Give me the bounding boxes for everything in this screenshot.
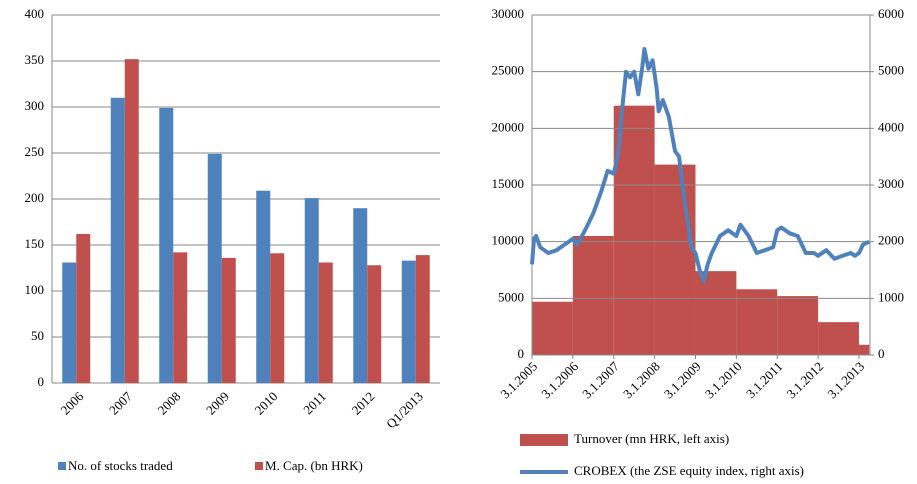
bar [304, 198, 319, 383]
y-tick-label: 15000 [492, 176, 525, 191]
legend-label: CROBEX (the ZSE equity index, right axis… [574, 463, 804, 478]
y-tick-label: 5000 [498, 289, 524, 304]
x-tick-label: 3.1.2012 [784, 359, 827, 402]
turnover-bar [654, 164, 696, 355]
y2-tick-label: 2000 [878, 233, 904, 248]
y2-tick-label: 6000 [878, 6, 904, 21]
legend-swatch [520, 434, 568, 446]
bar [159, 107, 174, 384]
x-tick-label: 3.1.2013 [824, 359, 867, 402]
x-tick-label: Q1/2013 [383, 389, 426, 432]
bar [221, 257, 236, 383]
y-tick-label: 30000 [492, 6, 525, 21]
x-tick-label: 2010 [251, 389, 280, 418]
x-tick-label: 3.1.2011 [743, 359, 785, 401]
y2-tick-label: 4000 [878, 119, 904, 134]
bar [270, 253, 285, 383]
y2-tick-label: 3000 [878, 176, 904, 191]
y-tick-label: 50 [31, 328, 44, 343]
y-tick-label: 25000 [492, 63, 525, 78]
x-tick-label: 2011 [300, 389, 329, 418]
bar [415, 255, 430, 383]
y-tick-label: 300 [25, 98, 45, 113]
legend-label: No. of stocks traded [68, 458, 173, 473]
y-tick-label: 20000 [492, 119, 525, 134]
turnover-bar [695, 271, 737, 355]
bar [76, 233, 91, 383]
y-tick-label: 0 [38, 374, 45, 389]
x-tick-label: 2008 [154, 389, 183, 418]
crobex-line [530, 47, 871, 284]
y-tick-label: 150 [25, 236, 45, 251]
y-tick-label: 200 [25, 190, 45, 205]
bar [207, 153, 222, 383]
turnover-bar [777, 296, 819, 355]
y-tick-label: 400 [25, 6, 45, 21]
bar [318, 262, 333, 383]
y-tick-label: 0 [518, 346, 525, 361]
y-tick-label: 250 [25, 144, 45, 159]
x-tick-label: 3.1.2008 [620, 359, 663, 402]
y2-tick-label: 5000 [878, 63, 904, 78]
x-tick-label: 2006 [57, 388, 86, 417]
legend-label: Turnover (mn HRK, left axis) [574, 431, 729, 446]
x-tick-label: 3.1.2006 [538, 358, 581, 401]
x-tick-label: 3.1.2005 [497, 359, 540, 402]
turnover-bar [858, 344, 870, 355]
x-tick-label: 2007 [106, 388, 135, 417]
bar [256, 190, 271, 383]
y2-tick-label: 0 [878, 346, 885, 361]
turnover-bar [818, 322, 859, 355]
bar [401, 260, 416, 383]
turnover-bar [532, 301, 573, 355]
bar [62, 262, 77, 383]
bar [367, 265, 382, 383]
turnover-bar [736, 289, 778, 355]
turnover-bar [572, 236, 614, 355]
y-tick-label: 350 [25, 52, 45, 67]
x-tick-label: 3.1.2007 [579, 358, 622, 401]
bar [353, 208, 368, 383]
x-tick-label: 2009 [203, 389, 232, 418]
legend-swatch [255, 462, 263, 470]
y-tick-label: 10000 [492, 233, 525, 248]
bar [124, 59, 139, 383]
legend-swatch [58, 462, 66, 470]
x-tick-label: 3.1.2009 [661, 359, 704, 402]
bar [173, 252, 188, 383]
x-tick-label: 2012 [348, 389, 377, 418]
y2-tick-label: 1000 [878, 289, 904, 304]
y-tick-label: 100 [25, 282, 45, 297]
legend-label: M. Cap. (bn HRK) [265, 458, 363, 473]
x-tick-label: 3.1.2010 [702, 359, 745, 402]
bar [110, 97, 125, 384]
